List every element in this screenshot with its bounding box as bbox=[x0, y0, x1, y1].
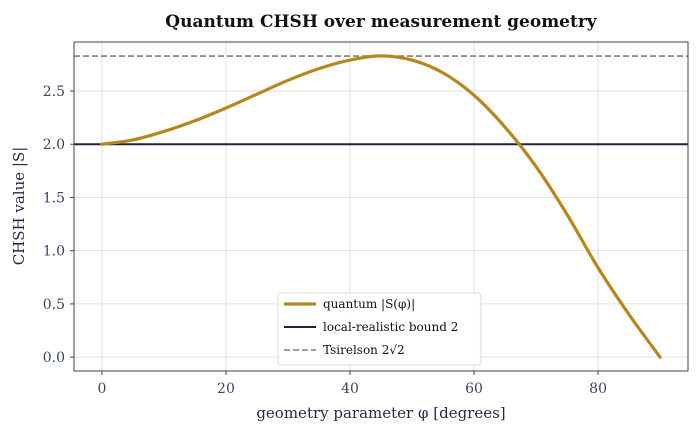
quantum-curve bbox=[100, 54, 662, 359]
legend-box bbox=[277, 292, 482, 366]
y-tick-label: 0.0 bbox=[43, 350, 65, 366]
y-tick-label: 1.5 bbox=[43, 190, 65, 206]
x-tick-label: 0 bbox=[97, 381, 106, 397]
x-tick-label: 60 bbox=[465, 381, 483, 397]
x-tick-label: 80 bbox=[589, 381, 607, 397]
legend-label-tsirelson: Tsirelson 2√2 bbox=[323, 343, 405, 357]
y-tick-label: 1.0 bbox=[43, 244, 65, 260]
x-axis-label: geometry parameter φ [degrees] bbox=[256, 404, 505, 422]
y-tick-label: 2.0 bbox=[43, 137, 65, 153]
y-axis: 0.0 0.5 1.0 1.5 2.0 2.5 bbox=[43, 84, 74, 366]
plot-frame bbox=[73, 41, 689, 372]
legend-label-quantum: quantum |S(φ)| bbox=[323, 297, 415, 311]
y-axis-label: CHSH value |S| bbox=[10, 147, 28, 266]
legend: quantum |S(φ)| local-realistic bound 2 T… bbox=[277, 292, 482, 366]
legend-label-local-bound: local-realistic bound 2 bbox=[323, 320, 458, 334]
chart-title: Quantum CHSH over measurement geometry bbox=[165, 12, 598, 32]
y-tick-label: 2.5 bbox=[43, 84, 65, 100]
x-axis: 0 20 40 60 80 bbox=[97, 371, 607, 397]
x-tick-label: 20 bbox=[217, 381, 235, 397]
x-tick-label: 40 bbox=[341, 381, 359, 397]
y-tick-label: 0.5 bbox=[43, 297, 65, 313]
series-group bbox=[100, 54, 662, 359]
